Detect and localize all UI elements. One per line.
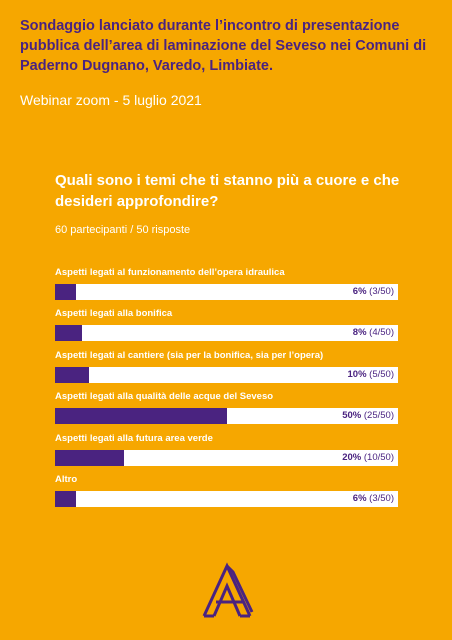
bar-label: Aspetti legati al funzionamento dell’ope… bbox=[55, 267, 285, 278]
bar-value-label: 6% (3/50) bbox=[353, 492, 394, 506]
page-subtitle: Webinar zoom - 5 luglio 2021 bbox=[20, 92, 202, 108]
bar-label: Aspetti legati alla futura area verde bbox=[55, 432, 213, 444]
bar-percent: 50% bbox=[342, 410, 362, 422]
survey-question: Quali sono i temi che ti stanno più a cu… bbox=[55, 172, 400, 210]
bar-percent: 6% bbox=[352, 286, 367, 297]
bar-track: 50% (25/50) bbox=[55, 408, 398, 425]
bar-track: 6% (3/50) bbox=[55, 284, 398, 300]
bar bbox=[55, 449, 124, 466]
bar-percent: 20% bbox=[342, 451, 362, 463]
bar-count: (3/50) bbox=[366, 493, 394, 504]
bar-percent: 8% bbox=[352, 327, 367, 339]
bar-value-label: 20% (10/50) bbox=[342, 451, 394, 465]
bar-label: Altro bbox=[55, 474, 78, 485]
participants-count: 60 partecipanti / 50 risposte bbox=[55, 224, 191, 236]
bar-label: Aspetti legati alla qualità delle acque … bbox=[55, 391, 274, 403]
bar bbox=[55, 284, 76, 300]
bar bbox=[55, 491, 76, 507]
bar-value-label: 50% (25/50) bbox=[342, 409, 394, 423]
bar bbox=[55, 408, 227, 425]
page-title: Sondaggio lanciato durante l’incontro di… bbox=[20, 18, 427, 74]
bar-count: (4/50) bbox=[366, 327, 394, 339]
bar bbox=[55, 366, 89, 383]
bar-track: 6% (3/50) bbox=[55, 491, 398, 507]
bar-count: (5/50) bbox=[366, 368, 394, 380]
bar-value-label: 10% (5/50) bbox=[348, 368, 394, 382]
bar-percent: 6% bbox=[352, 493, 367, 504]
a-logo-icon bbox=[202, 562, 254, 618]
bar bbox=[55, 325, 82, 342]
bar-count: (3/50) bbox=[366, 286, 394, 297]
bar-label: Aspetti legati al cantiere (sia per la b… bbox=[55, 349, 324, 361]
bar-track: 8% (4/50) bbox=[55, 325, 398, 342]
bar-percent: 10% bbox=[347, 368, 367, 380]
bar-count: (25/50) bbox=[361, 410, 394, 422]
bar-value-label: 8% (4/50) bbox=[353, 326, 394, 340]
bar-count: (10/50) bbox=[361, 451, 394, 463]
bar-track: 20% (10/50) bbox=[55, 449, 398, 466]
bar-label: Aspetti legati alla bonifica bbox=[55, 308, 173, 320]
bar-track: 10% (5/50) bbox=[55, 366, 398, 383]
bar-value-label: 6% (3/50) bbox=[353, 285, 394, 299]
